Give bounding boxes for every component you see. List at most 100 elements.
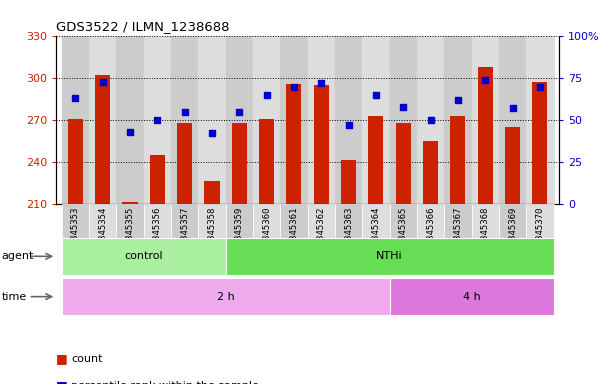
- Point: [398, 104, 408, 110]
- Bar: [362, 204, 390, 271]
- Bar: [390, 36, 417, 204]
- Bar: [526, 36, 554, 204]
- Bar: [199, 36, 225, 204]
- Bar: [335, 204, 362, 271]
- Point: [70, 95, 80, 101]
- Text: GSM345359: GSM345359: [235, 207, 244, 255]
- Bar: [532, 83, 547, 204]
- Point: [262, 92, 271, 98]
- Text: NTHi: NTHi: [376, 251, 403, 262]
- Bar: [225, 204, 253, 271]
- Text: ■: ■: [56, 353, 68, 366]
- Bar: [122, 202, 137, 204]
- Bar: [68, 119, 83, 204]
- Point: [180, 109, 189, 115]
- Bar: [368, 116, 384, 204]
- Text: GSM345364: GSM345364: [371, 207, 381, 255]
- Text: GDS3522 / ILMN_1238688: GDS3522 / ILMN_1238688: [56, 20, 230, 33]
- Bar: [499, 36, 526, 204]
- Bar: [62, 238, 225, 275]
- Text: GSM345368: GSM345368: [481, 207, 490, 255]
- Bar: [177, 123, 192, 204]
- Point: [371, 92, 381, 98]
- Bar: [505, 127, 520, 204]
- Bar: [253, 36, 280, 204]
- Text: GSM345354: GSM345354: [98, 207, 107, 255]
- Text: GSM345353: GSM345353: [71, 207, 80, 255]
- Text: GSM345360: GSM345360: [262, 207, 271, 255]
- Bar: [116, 36, 144, 204]
- Point: [453, 97, 463, 103]
- Text: GSM345365: GSM345365: [399, 207, 408, 255]
- Bar: [287, 84, 301, 204]
- Bar: [450, 116, 466, 204]
- Text: GSM345361: GSM345361: [290, 207, 299, 255]
- Bar: [423, 141, 438, 204]
- Text: time: time: [2, 291, 27, 302]
- Bar: [62, 278, 390, 315]
- Bar: [205, 181, 219, 204]
- Bar: [417, 204, 444, 271]
- Bar: [253, 204, 280, 271]
- Text: GSM345355: GSM345355: [125, 207, 134, 255]
- Bar: [150, 155, 165, 204]
- Text: GSM345358: GSM345358: [208, 207, 216, 255]
- Point: [480, 77, 490, 83]
- Point: [152, 117, 162, 123]
- Bar: [144, 204, 171, 271]
- Bar: [341, 161, 356, 204]
- Bar: [280, 204, 308, 271]
- Bar: [62, 204, 89, 271]
- Bar: [526, 204, 554, 271]
- Text: GSM345366: GSM345366: [426, 207, 435, 255]
- Bar: [144, 36, 171, 204]
- Bar: [472, 36, 499, 204]
- Point: [207, 130, 217, 136]
- Text: GSM345356: GSM345356: [153, 207, 162, 255]
- Bar: [444, 36, 472, 204]
- Point: [235, 109, 244, 115]
- Text: GSM345357: GSM345357: [180, 207, 189, 255]
- Point: [426, 117, 436, 123]
- Text: GSM345367: GSM345367: [453, 207, 463, 255]
- Bar: [478, 67, 493, 204]
- Point: [125, 129, 135, 135]
- Bar: [259, 119, 274, 204]
- Bar: [280, 36, 308, 204]
- Text: 2 h: 2 h: [217, 291, 235, 302]
- Text: GSM345369: GSM345369: [508, 207, 517, 255]
- Bar: [417, 36, 444, 204]
- Bar: [62, 36, 89, 204]
- Bar: [225, 238, 554, 275]
- Bar: [308, 204, 335, 271]
- Bar: [472, 204, 499, 271]
- Text: count: count: [71, 354, 103, 364]
- Bar: [89, 36, 116, 204]
- Bar: [390, 278, 554, 315]
- Bar: [171, 36, 199, 204]
- Bar: [390, 204, 417, 271]
- Bar: [199, 204, 225, 271]
- Point: [289, 84, 299, 90]
- Point: [98, 78, 108, 84]
- Bar: [499, 204, 526, 271]
- Bar: [89, 204, 116, 271]
- Text: control: control: [125, 251, 163, 262]
- Bar: [396, 123, 411, 204]
- Text: 4 h: 4 h: [463, 291, 480, 302]
- Point: [316, 80, 326, 86]
- Bar: [95, 76, 110, 204]
- Text: GSM345362: GSM345362: [316, 207, 326, 255]
- Bar: [362, 36, 390, 204]
- Text: ■: ■: [56, 379, 68, 384]
- Text: GSM345370: GSM345370: [535, 207, 544, 255]
- Point: [508, 105, 518, 111]
- Bar: [308, 36, 335, 204]
- Bar: [335, 36, 362, 204]
- Text: agent: agent: [2, 251, 34, 262]
- Bar: [314, 85, 329, 204]
- Text: percentile rank within the sample: percentile rank within the sample: [71, 381, 259, 384]
- Bar: [444, 204, 472, 271]
- Bar: [232, 123, 247, 204]
- Bar: [171, 204, 199, 271]
